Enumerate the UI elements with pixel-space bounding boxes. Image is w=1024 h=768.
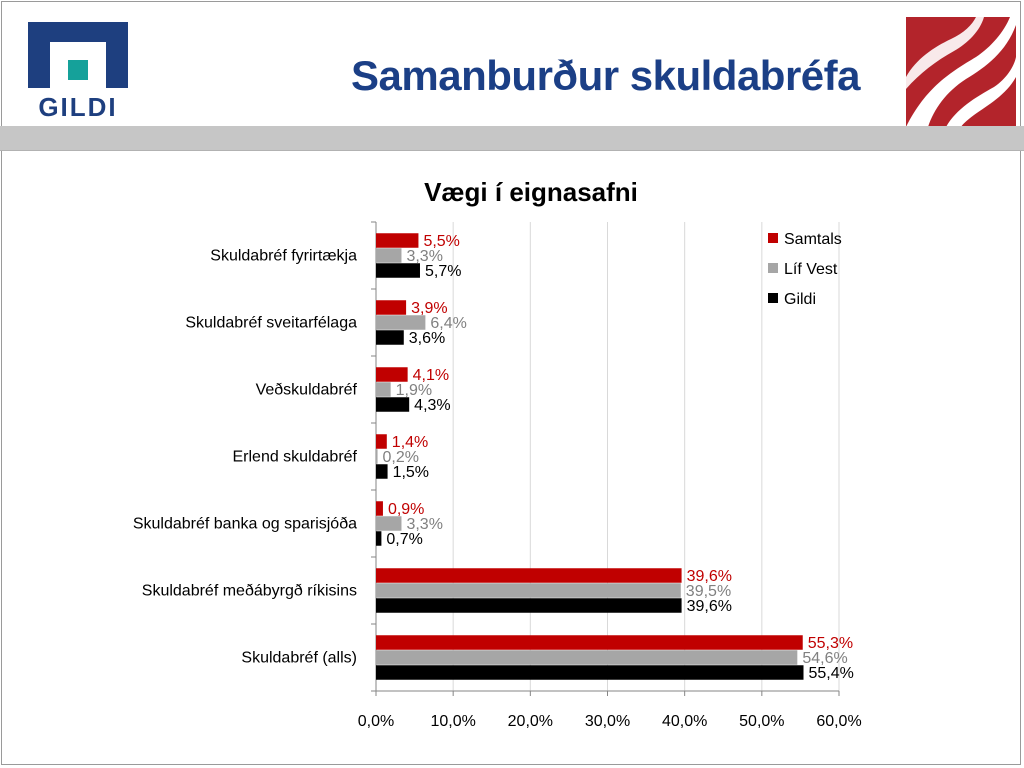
data-label: 4,3% [414,397,450,414]
data-label: 5,7% [425,263,461,280]
x-axis-ticks: 0,0% 10,0% 20,0% 30,0% 40,0% 50,0% 60,0% [358,713,862,730]
category-label: Skuldabréf fyrirtækja [210,248,357,265]
x-tick-label: 40,0% [662,713,707,730]
bar [376,650,798,665]
bar [376,367,408,382]
data-label: 3,3% [406,516,442,533]
data-label: 1,4% [392,434,428,451]
data-label: 55,3% [808,635,853,652]
bar [376,464,388,479]
data-label: 54,6% [802,650,847,667]
category-label: Skuldabréf meðábyrgð ríkisins [142,583,357,600]
legend-swatch [768,233,778,243]
chart-bars: 5,5%3,3%5,7%3,9%6,4%3,6%4,1%1,9%4,3%1,4%… [376,233,854,682]
data-label: 39,5% [686,583,731,600]
chart-legend: Samtals Líf Vest Gildi [768,231,842,308]
gildi-logo-text: GILDI [38,92,117,118]
data-label: 5,5% [423,233,459,250]
x-tick-label: 50,0% [739,713,784,730]
bar [376,397,410,412]
header-band [0,126,1024,151]
x-tick-label: 30,0% [585,713,630,730]
category-label: Skuldabréf (alls) [241,650,357,667]
bar [376,300,407,315]
bar [376,583,681,598]
bar [376,233,419,248]
bar [376,635,803,650]
legend-swatch [768,293,778,303]
data-label: 3,6% [409,330,445,347]
legend-label: Gildi [784,291,816,308]
data-label: 39,6% [687,598,732,615]
category-labels: Skuldabréf fyrirtækja Skuldabréf sveitarf… [133,248,358,667]
bar [376,598,682,613]
bar [376,330,404,345]
x-tick-label: 0,0% [358,713,394,730]
chart-title: Vægi í eignasafni [424,177,638,207]
legend-swatch [768,263,778,273]
bar [376,434,387,449]
legend-label: Samtals [784,231,842,248]
page-title: Samanburður skuldabréfa [351,52,860,99]
bar [376,568,682,583]
data-label: 0,2% [383,449,419,466]
category-label: Skuldabréf sveitarfélaga [185,315,357,332]
gildi-logo: GILDI [28,22,128,118]
data-label: 1,5% [393,464,429,481]
bar [376,531,382,546]
x-tick-label: 20,0% [508,713,553,730]
category-label: Erlend skuldabréf [232,449,357,466]
legend-label: Líf Vest [784,261,838,278]
data-label: 3,9% [411,300,447,317]
bar [376,315,426,330]
bar [376,665,804,680]
bar [376,263,420,278]
data-label: 1,9% [396,382,432,399]
data-label: 3,3% [406,248,442,265]
bar [376,382,391,397]
data-label: 39,6% [687,568,732,585]
data-label: 6,4% [430,315,466,332]
data-label: 0,7% [386,531,422,548]
x-tick-label: 60,0% [816,713,861,730]
x-tick-label: 10,0% [430,713,475,730]
data-label: 0,9% [388,501,424,518]
category-label: Veðskuldabréf [256,382,358,399]
bar [376,248,402,263]
bar [376,516,402,531]
bar [376,449,378,464]
bar [376,501,383,516]
category-label: Skuldabréf banka og sparisjóða [133,516,357,533]
data-label: 55,4% [809,665,854,682]
data-label: 4,1% [413,367,449,384]
flame-logo [906,17,1016,127]
